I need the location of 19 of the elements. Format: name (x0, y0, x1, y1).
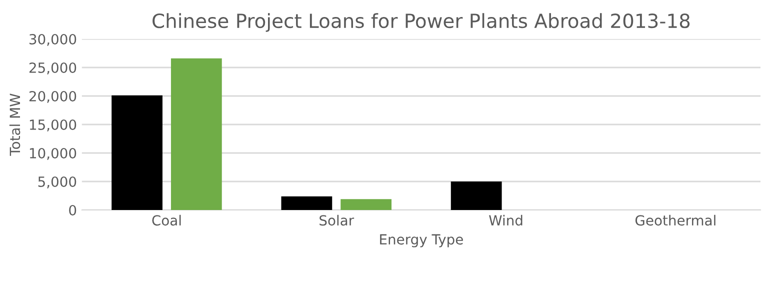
y-tick-label: 10,000 (30, 148, 76, 160)
y-tick-label: 0 (69, 204, 76, 216)
y-tick-label: 20,000 (29, 90, 76, 103)
chart-title: Chinese Project Loans for Power Plants Abroad 2013-18 (152, 13, 690, 32)
bar (170, 58, 222, 210)
y-tick-label: 25,000 (29, 62, 76, 74)
bar (112, 95, 162, 210)
bar (450, 182, 502, 210)
x-tick-label: Wind (489, 214, 522, 226)
y-tick-label: 30,000 (30, 34, 76, 46)
x-tick-label: Solar (320, 214, 354, 226)
y-axis-title: Total MW (9, 94, 20, 156)
y-tick-label: 5,000 (38, 176, 76, 188)
bar (340, 199, 392, 210)
y-tick-label: 15,000 (30, 119, 76, 132)
x-tick-label: Geothermal (635, 214, 716, 226)
x-tick-label: Coal (152, 214, 181, 226)
x-axis-title: Energy Type (380, 234, 463, 248)
bar (281, 196, 332, 210)
